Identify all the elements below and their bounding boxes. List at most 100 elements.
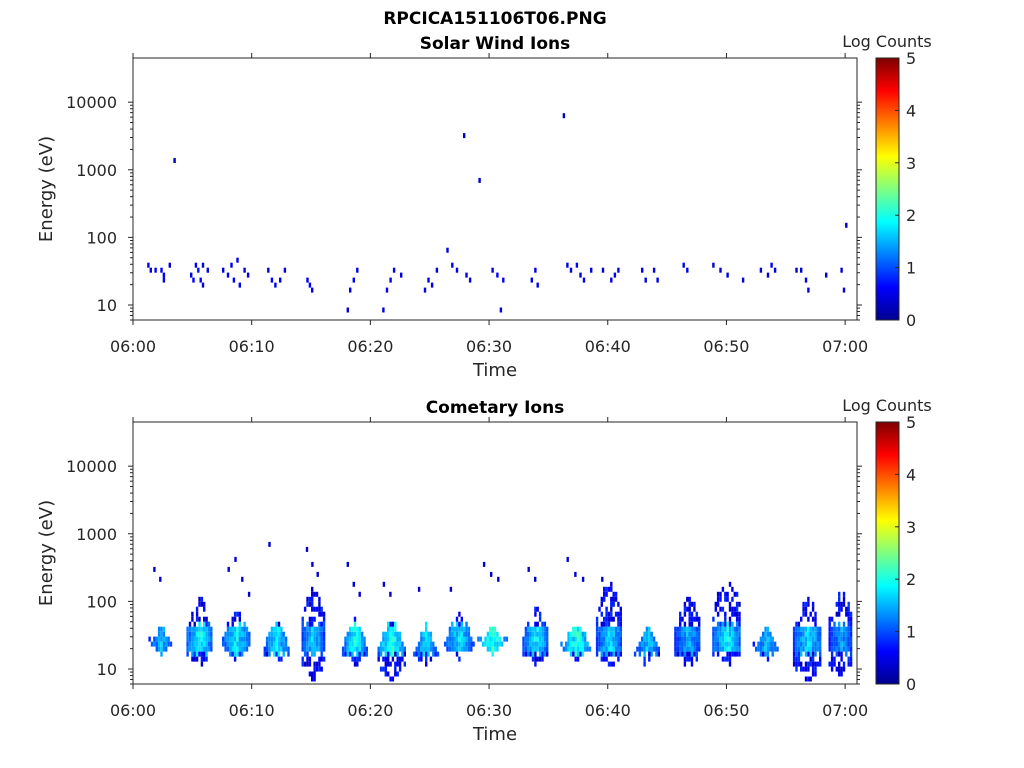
spectrogram-cell bbox=[534, 267, 537, 273]
spectrogram-cell bbox=[243, 626, 246, 632]
spectrogram-cell bbox=[460, 631, 463, 637]
spectrogram-cell bbox=[396, 651, 399, 657]
spectrogram-cell bbox=[814, 646, 817, 652]
spectrogram-cell bbox=[569, 646, 573, 652]
spectrogram-cell bbox=[200, 661, 204, 667]
spectrogram-cell bbox=[301, 621, 304, 627]
spectrogram-cell bbox=[403, 646, 406, 652]
spectrogram-cell bbox=[679, 641, 682, 647]
spectrogram-cell bbox=[541, 651, 544, 657]
spectrogram-cell bbox=[738, 611, 741, 617]
spectrogram-cell bbox=[200, 656, 204, 662]
spectrogram-cell bbox=[162, 641, 166, 647]
spectrogram-cell bbox=[584, 631, 587, 637]
spectrogram-cell bbox=[738, 616, 741, 622]
colorbar-tick-label: 4 bbox=[906, 465, 916, 484]
spectrogram-cell bbox=[162, 646, 166, 652]
spectrogram-cell bbox=[270, 641, 274, 647]
spectrogram-cell bbox=[153, 566, 156, 572]
spectrogram-cell bbox=[731, 606, 734, 612]
spectrogram-cell bbox=[273, 651, 276, 657]
spectrogram-cell bbox=[714, 631, 717, 637]
spectrogram-cell bbox=[311, 676, 314, 682]
spectrogram-cell bbox=[195, 616, 199, 622]
spectrogram-cell bbox=[363, 641, 366, 647]
spectrogram-cell bbox=[733, 641, 736, 647]
spectrogram-cell bbox=[188, 636, 192, 642]
spectrogram-cell bbox=[377, 646, 380, 652]
spectrogram-cell bbox=[205, 621, 208, 627]
spectrogram-cell bbox=[807, 651, 810, 657]
spectrogram-cell bbox=[733, 611, 736, 617]
spectrogram-cell bbox=[188, 631, 192, 637]
spectrogram-cell bbox=[463, 641, 466, 647]
spectrogram-cell bbox=[396, 636, 399, 642]
spectrogram-cell bbox=[465, 272, 468, 278]
spectrogram-cell bbox=[486, 641, 490, 647]
spectrogram-cell bbox=[811, 636, 815, 642]
spectrogram-cell bbox=[265, 636, 269, 642]
spectrogram-cell bbox=[804, 606, 808, 612]
spectrogram-cell bbox=[451, 262, 454, 268]
spectrogram-cell bbox=[387, 651, 390, 657]
x-tick-label: 06:30 bbox=[466, 701, 512, 720]
spectrogram-cell bbox=[365, 646, 368, 652]
spectrogram-cell bbox=[165, 646, 168, 652]
spectrogram-cell bbox=[688, 651, 691, 657]
spectrogram-cell bbox=[567, 636, 570, 642]
spectrogram-cell bbox=[387, 621, 390, 627]
spectrogram-cell bbox=[797, 646, 801, 652]
spectrogram-cell bbox=[458, 611, 461, 617]
y-tick-label: 1000 bbox=[76, 525, 117, 544]
spectrogram-cell bbox=[353, 636, 357, 642]
spectrogram-cell bbox=[536, 636, 539, 642]
spectrogram-cell bbox=[465, 621, 468, 627]
spectrogram-cell bbox=[536, 626, 539, 632]
spectrogram-cell bbox=[195, 626, 199, 632]
spectrogram-cell bbox=[726, 651, 729, 657]
spectrogram-cell bbox=[600, 621, 603, 627]
spectrogram-cell bbox=[270, 631, 274, 637]
spectrogram-cell bbox=[538, 611, 542, 617]
spectrogram-cell bbox=[835, 666, 838, 672]
spectrogram-cell bbox=[762, 641, 765, 647]
spectrogram-cell bbox=[358, 641, 361, 647]
spectrogram-cell bbox=[203, 616, 206, 622]
spectrogram-cell bbox=[607, 586, 611, 592]
spectrogram-cell bbox=[835, 646, 838, 652]
spectrogram-cell bbox=[429, 641, 433, 647]
spectrogram-cell bbox=[683, 631, 687, 637]
spectrogram-cell bbox=[351, 626, 354, 632]
spectrogram-cell bbox=[598, 641, 601, 647]
spectrogram-cell bbox=[612, 651, 615, 657]
spectrogram-cell bbox=[648, 641, 651, 647]
spectrogram-cell bbox=[193, 656, 196, 662]
spectrogram-cell bbox=[721, 606, 725, 612]
spectrogram-cell bbox=[198, 641, 201, 647]
spectrogram-cell bbox=[603, 621, 606, 627]
spectrogram-cell bbox=[849, 661, 853, 667]
spectrogram-cell bbox=[828, 646, 831, 652]
spectrogram-cell bbox=[186, 641, 189, 647]
spectrogram-cell bbox=[752, 641, 755, 647]
spectrogram-cell bbox=[603, 636, 606, 642]
spectrogram-cell bbox=[222, 267, 225, 273]
spectrogram-cell bbox=[463, 133, 466, 139]
spectrogram-cell bbox=[842, 641, 846, 647]
spectrogram-cell bbox=[543, 631, 547, 637]
spectrogram-cell bbox=[712, 646, 715, 652]
spectrogram-cell bbox=[619, 636, 622, 642]
spectrogram-cell bbox=[490, 571, 493, 577]
spectrogram-cell bbox=[698, 646, 701, 652]
spectrogram-cell bbox=[435, 267, 439, 273]
spectrogram-cell bbox=[382, 666, 385, 672]
spectrogram-cell bbox=[382, 581, 386, 587]
spectrogram-cell bbox=[681, 636, 684, 642]
spectrogram-cell bbox=[422, 631, 425, 637]
spectrogram-cell bbox=[365, 651, 368, 657]
spectrogram-cell bbox=[155, 646, 158, 652]
spectrogram-cell bbox=[719, 626, 722, 632]
spectrogram-cell bbox=[728, 631, 732, 637]
spectrogram-cell bbox=[773, 641, 777, 647]
spectrogram-cell bbox=[849, 646, 853, 652]
